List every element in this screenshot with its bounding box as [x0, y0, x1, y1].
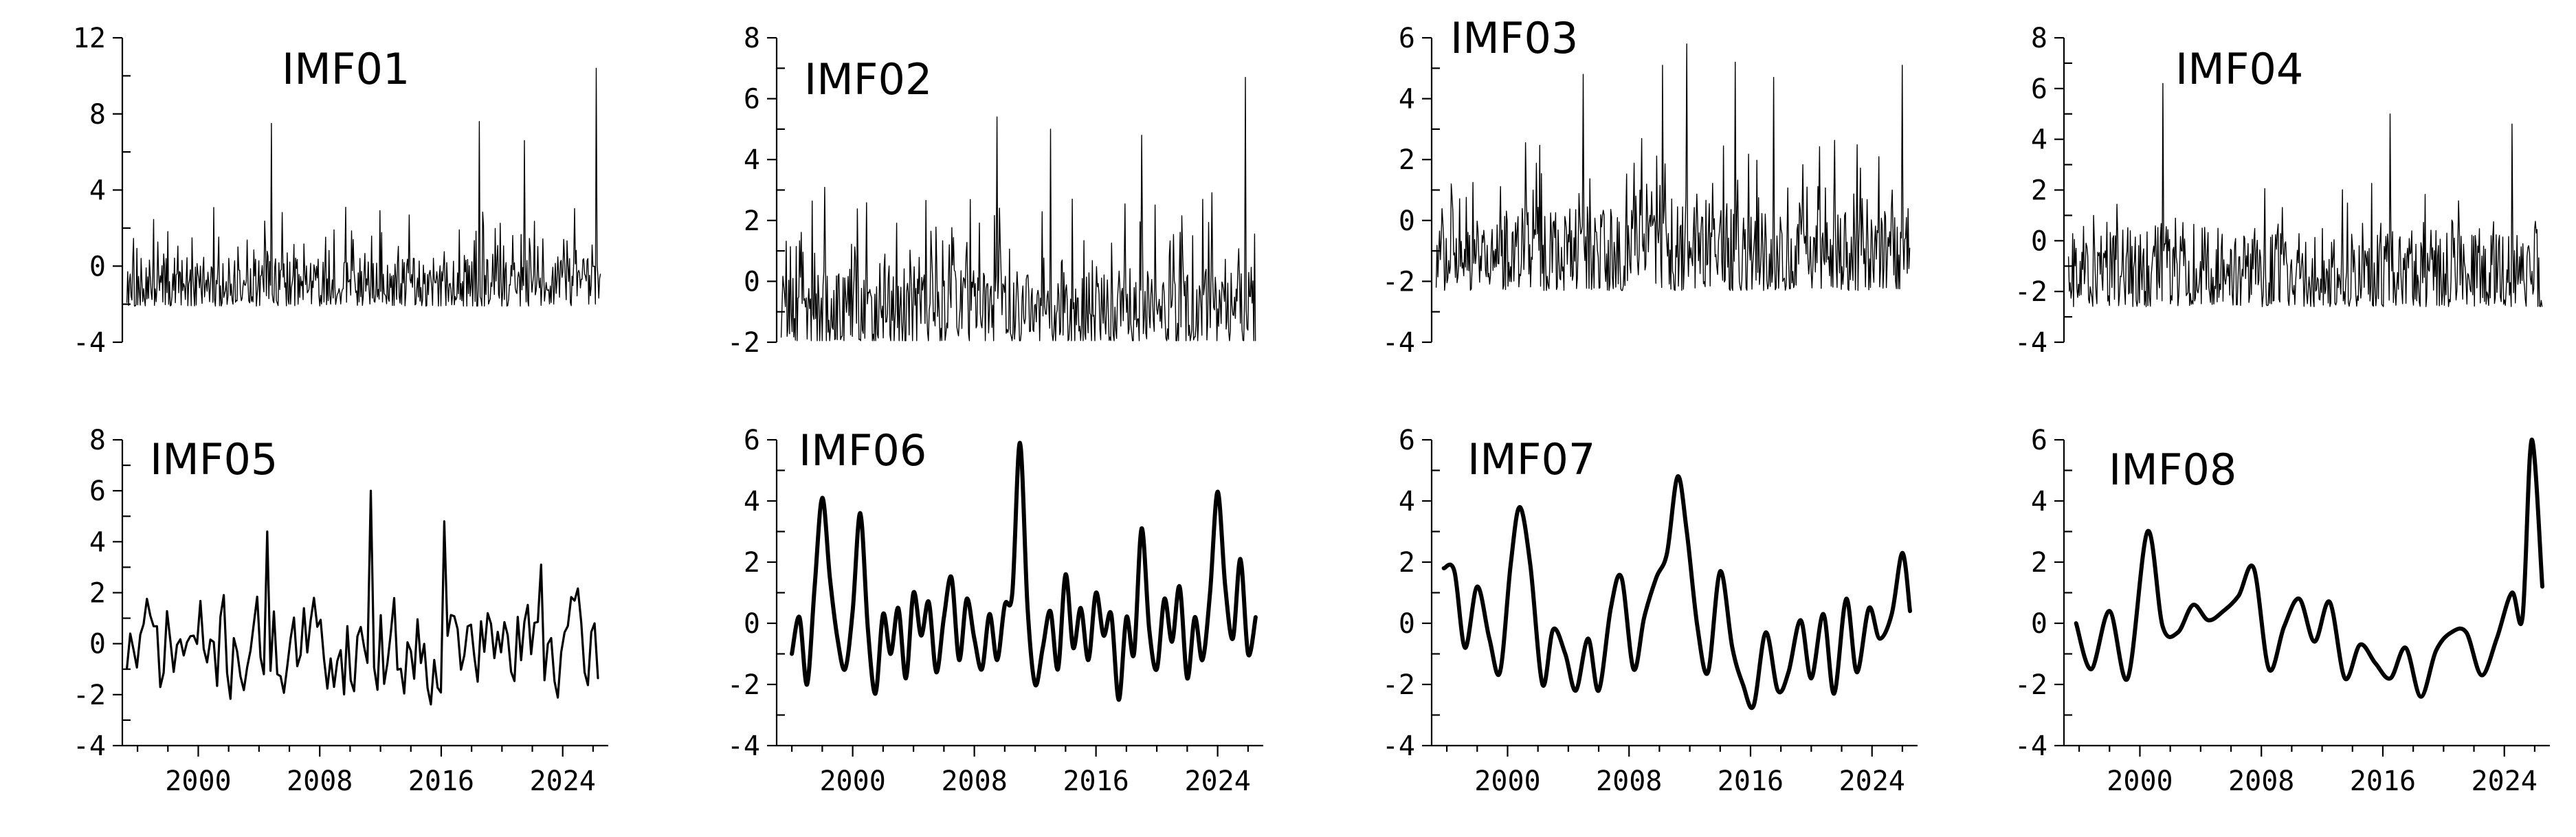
series-line	[1441, 474, 1912, 711]
y-tick-label: 6	[89, 476, 106, 507]
y-tick-label: -2	[727, 327, 760, 359]
x-tick-label: 2000	[819, 766, 885, 797]
y-tick-label: -2	[1382, 669, 1415, 701]
series-line	[2067, 82, 2543, 307]
x-tick-label: 2016	[1063, 766, 1129, 797]
y-tick-label: 8	[744, 23, 760, 54]
y-tick-label: 4	[1399, 486, 1415, 517]
imf-panel-2: -2 0 2 4 6 8 IMF02	[727, 23, 1256, 359]
y-tick-label: 6	[2031, 74, 2047, 105]
y-tick-label: 6	[744, 425, 760, 456]
y-tick-label: -4	[73, 327, 106, 359]
y-tick-label: 0	[89, 629, 106, 660]
x-tick-label: 2024	[1839, 766, 1905, 797]
y-tick-label: 0	[1399, 205, 1415, 237]
y-tick-label: 4	[2031, 124, 2047, 156]
x-tick-label: 2000	[1474, 766, 1540, 797]
y-tick-label: -2	[2014, 669, 2047, 701]
imf-panel-8: -4 -2 0 2 4 6 2000 2008 2016 2024 IMF08	[2014, 425, 2550, 797]
y-tick-label: 2	[2031, 547, 2047, 579]
y-tick-label: 4	[89, 526, 106, 558]
y-tick-label: 4	[744, 144, 760, 176]
y-tick-label: 0	[89, 251, 106, 282]
panel-title: IMF08	[2109, 445, 2236, 495]
panel-title: IMF03	[1450, 13, 1578, 63]
x-tick-label: 2024	[1184, 766, 1250, 797]
x-tick-label: 2016	[1718, 766, 1784, 797]
series-line	[1435, 43, 1911, 291]
series-line	[790, 440, 1258, 702]
y-tick-label: -4	[1382, 327, 1415, 359]
y-tick-label: 0	[2031, 608, 2047, 640]
series-line	[780, 76, 1256, 342]
y-tick-label: -2	[727, 669, 760, 701]
y-tick-label: 6	[1399, 425, 1415, 456]
panel-title: IMF04	[2175, 44, 2303, 94]
series-line	[126, 67, 601, 307]
imf-panel-6: -4 -2 0 2 4 6 2000 2008 2016 2024 IMF06	[727, 425, 1263, 797]
imf-panel-1: -4 0 4 8 12 IMF01	[73, 23, 601, 359]
y-tick-label: 2	[89, 578, 106, 610]
x-tick-label: 2016	[2350, 766, 2416, 797]
y-tick-label: 8	[89, 99, 106, 131]
y-tick-label: 8	[89, 425, 106, 456]
y-tick-label: -4	[1382, 730, 1415, 762]
x-tick-label: 2008	[2228, 766, 2294, 797]
series-line	[2074, 437, 2544, 699]
y-tick-label: -4	[727, 730, 760, 762]
x-tick-label: 2000	[165, 766, 231, 797]
y-tick-label: 2	[744, 205, 760, 237]
y-tick-label: 6	[744, 84, 760, 115]
x-tick-label: 2000	[2107, 766, 2173, 797]
y-tick-label: -2	[2014, 276, 2047, 308]
x-tick-label: 2008	[941, 766, 1007, 797]
x-tick-label: 2016	[408, 766, 474, 797]
x-tick-label: 2024	[2472, 766, 2538, 797]
y-tick-label: 0	[1399, 608, 1415, 640]
y-tick-label: 0	[744, 266, 760, 298]
panel-title: IMF02	[804, 54, 932, 104]
y-tick-label: 4	[744, 486, 760, 517]
panel-title: IMF01	[282, 44, 410, 94]
y-tick-label: -4	[73, 730, 106, 762]
y-tick-label: -2	[73, 680, 106, 711]
y-tick-label: 12	[73, 23, 106, 54]
panel-title: IMF05	[150, 434, 278, 484]
y-tick-label: -4	[2014, 327, 2047, 359]
y-tick-label: 2	[744, 547, 760, 579]
imf-panel-4: -4 -2 0 2 4 6 8 IMF04	[2014, 23, 2543, 359]
x-tick-label: 2008	[1596, 766, 1662, 797]
y-tick-label: 2	[1399, 144, 1415, 176]
y-tick-label: 4	[2031, 486, 2047, 517]
x-tick-label: 2008	[287, 766, 353, 797]
y-tick-label: 4	[89, 175, 106, 207]
panel-title: IMF07	[1467, 434, 1595, 484]
y-tick-label: 2	[1399, 547, 1415, 579]
x-tick-label: 2024	[530, 766, 596, 797]
y-tick-label: -2	[1382, 266, 1415, 298]
y-tick-label: 2	[2031, 175, 2047, 207]
imf-panel-3: -4 -2 0 2 4 6 IMF03	[1382, 13, 1911, 359]
imf-panel-5: -4 -2 0 2 4 6 8 2000 2008 2016 2024 IMF05	[73, 425, 608, 797]
y-tick-label: 4	[1399, 84, 1415, 115]
y-tick-label: 0	[744, 608, 760, 640]
panel-title: IMF06	[799, 425, 926, 476]
y-tick-label: -4	[2014, 730, 2047, 762]
y-tick-label: 8	[2031, 23, 2047, 54]
y-tick-label: 0	[2031, 225, 2047, 257]
series-line	[126, 489, 599, 706]
imf-panel-7: -4 -2 0 2 4 6 2000 2008 2016 2024 IMF07	[1382, 425, 1918, 797]
y-tick-label: 6	[1399, 23, 1415, 54]
y-tick-label: 6	[2031, 425, 2047, 456]
